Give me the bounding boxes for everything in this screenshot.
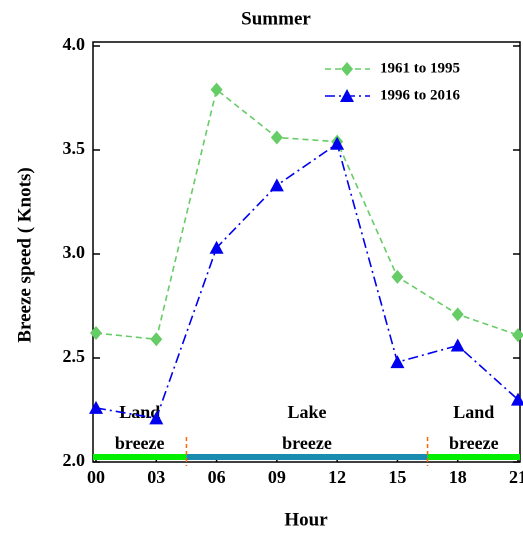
point (210, 82, 223, 97)
legend-marker (340, 89, 354, 102)
point (510, 392, 523, 406)
point (150, 332, 163, 347)
x-tick-label: 00 (87, 467, 105, 487)
x-tick-label: 15 (388, 467, 406, 487)
y-tick-label: 3.0 (63, 242, 86, 262)
region-label: breeze (282, 433, 332, 453)
legend-label: 1961 to 1995 (380, 60, 460, 76)
point (269, 178, 284, 192)
point (149, 411, 164, 425)
point (330, 136, 345, 150)
point (450, 338, 465, 352)
point (90, 326, 103, 341)
point (390, 355, 405, 369)
x-tick-label: 03 (147, 467, 165, 487)
point (451, 307, 464, 322)
y-tick-label: 2.5 (63, 346, 86, 366)
legend-marker (341, 62, 353, 76)
point (270, 130, 283, 145)
region-label: breeze (449, 433, 499, 453)
x-tick-label: 09 (268, 467, 286, 487)
point (511, 328, 523, 343)
x-axis-label: Hour (284, 509, 328, 530)
plot-frame (92, 41, 521, 463)
region-label: Lake (287, 402, 326, 422)
x-tick-label: 18 (449, 467, 467, 487)
point (209, 240, 224, 254)
x-tick-label: 21 (509, 467, 523, 487)
series-line (95, 142, 519, 420)
region-label: Land (453, 402, 494, 422)
y-tick-label: 4.0 (63, 34, 86, 54)
series-line (95, 88, 519, 341)
x-tick-label: 12 (328, 467, 346, 487)
y-tick-label: 2.0 (63, 450, 86, 470)
point (391, 269, 404, 284)
region-label: breeze (115, 433, 165, 453)
x-tick-label: 06 (208, 467, 226, 487)
chart-title: Summer (241, 8, 311, 29)
point (89, 400, 104, 414)
legend-label: 1996 to 2016 (380, 87, 460, 103)
y-tick-label: 3.5 (63, 138, 86, 158)
y-axis-label: Breeze speed ( Knots) (14, 167, 35, 342)
